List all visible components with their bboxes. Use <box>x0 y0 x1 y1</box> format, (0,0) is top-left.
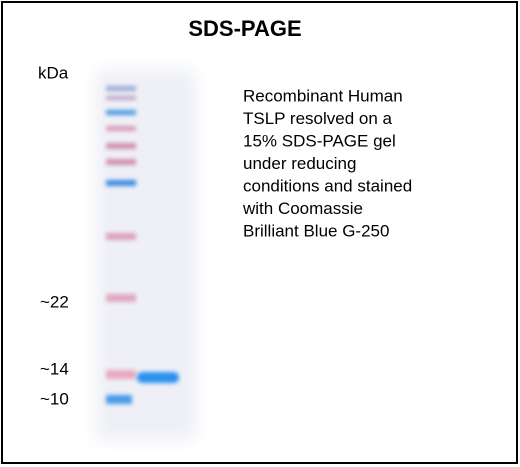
band <box>106 110 136 115</box>
band <box>106 126 136 131</box>
description-line: with Coomassie <box>242 199 363 218</box>
description-line: 15% SDS-PAGE gel <box>243 131 396 150</box>
marker-label: ~14 <box>40 359 69 378</box>
gel <box>96 70 196 440</box>
band <box>106 86 136 91</box>
description-line: conditions and stained <box>243 176 412 195</box>
title: SDS-PAGE <box>188 16 301 41</box>
band <box>106 159 136 165</box>
description-line: under reducing <box>243 154 356 173</box>
band <box>106 395 132 404</box>
description: Recombinant Human TSLP resolved on a 15% S… <box>242 86 412 240</box>
band <box>106 370 136 379</box>
sample-lane <box>137 372 179 383</box>
description-line: Brilliant Blue G-250 <box>243 221 389 240</box>
marker-label: ~10 <box>40 389 69 408</box>
marker-label: ~22 <box>40 292 69 311</box>
band <box>106 294 136 302</box>
unit-label: kDa <box>38 63 69 82</box>
band <box>106 143 136 149</box>
band <box>137 372 179 383</box>
band <box>106 96 136 100</box>
band <box>106 180 136 186</box>
description-line: Recombinant Human <box>243 86 403 105</box>
description-line: TSLP resolved on a <box>243 109 393 128</box>
marker-lane <box>106 86 136 404</box>
band <box>106 233 136 240</box>
